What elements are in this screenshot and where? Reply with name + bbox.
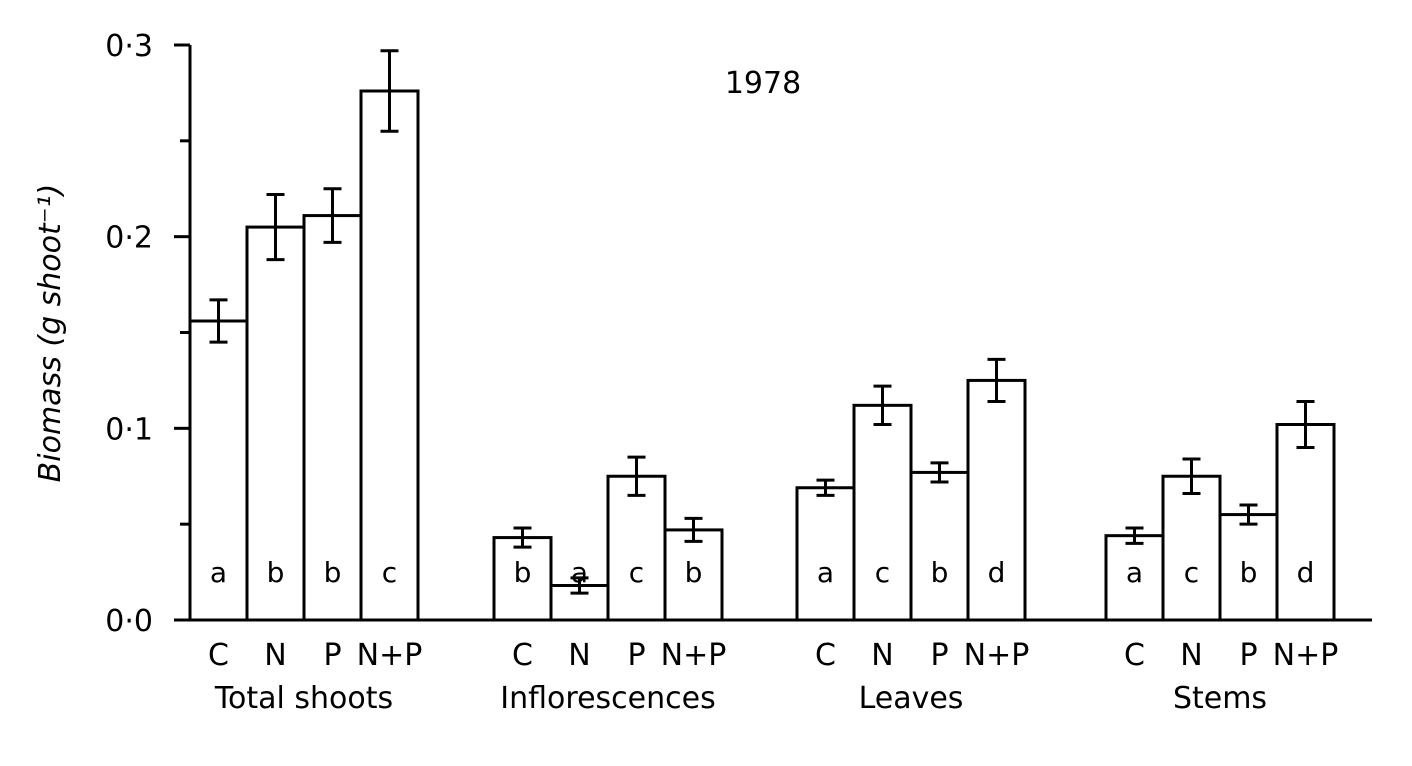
significance-letter: a (571, 556, 588, 589)
category-label: C (208, 638, 229, 673)
group-label: Leaves (859, 681, 964, 716)
bar (1218, 513, 1279, 622)
bar (1161, 474, 1222, 622)
bar (663, 528, 724, 622)
significance-letter: b (931, 556, 949, 589)
bar (606, 474, 667, 622)
y-axis-label: Biomass (g shoot⁻¹) (33, 184, 68, 483)
significance-letter: d (1297, 556, 1315, 589)
category-label: C (1124, 638, 1145, 673)
category-label: C (512, 638, 533, 673)
category-label: N (568, 638, 590, 673)
category-label: N+P (661, 638, 727, 673)
bar (1275, 423, 1336, 622)
group-label: Total shoots (214, 681, 393, 716)
category-label: P (627, 638, 645, 673)
significance-letter: c (1184, 556, 1199, 589)
y-tick-label: 0·0 (105, 604, 153, 639)
bar (245, 225, 306, 622)
group-label: Inflorescences (500, 681, 715, 716)
significance-letter: c (629, 556, 644, 589)
category-label: C (815, 638, 836, 673)
y-tick-label: 0·2 (105, 221, 153, 256)
significance-letter: a (210, 556, 227, 589)
category-label: N (264, 638, 286, 673)
y-tick-label: 0·1 (105, 412, 153, 447)
significance-letter: b (267, 556, 285, 589)
bar-group: a Cb Nb Pc N+P Total shoots (188, 49, 423, 716)
significance-letter: c (382, 556, 397, 589)
category-label: N (1180, 638, 1202, 673)
category-label: N+P (964, 638, 1030, 673)
bar (492, 536, 553, 622)
significance-letter: c (875, 556, 890, 589)
category-label: P (323, 638, 341, 673)
bar (795, 486, 856, 622)
labels: 1978 Biomass (g shoot⁻¹) (33, 66, 801, 482)
significance-letter: b (514, 556, 532, 589)
bar (302, 214, 363, 622)
significance-letter: d (988, 556, 1006, 589)
bar (909, 470, 970, 622)
category-label: P (930, 638, 948, 673)
bar (966, 378, 1027, 622)
category-label: N (871, 638, 893, 673)
category-label: N+P (357, 638, 423, 673)
group-label: Stems (1173, 681, 1267, 716)
bar (359, 89, 420, 622)
significance-letter: a (1126, 556, 1143, 589)
category-label: P (1239, 638, 1257, 673)
bar-group: b Ca Nc Pb N+P Inflorescences (492, 455, 727, 716)
significance-letter: a (817, 556, 834, 589)
significance-letter: b (1240, 556, 1258, 589)
chart-title: 1978 (725, 66, 801, 101)
y-tick-label: 0·3 (105, 29, 153, 64)
significance-letter: b (324, 556, 342, 589)
bars: a Cb Nb Pc N+P Total shoots b Ca Nc Pb N+P Inflores… (188, 49, 1339, 716)
category-label: N+P (1273, 638, 1339, 673)
significance-letter: b (685, 556, 703, 589)
